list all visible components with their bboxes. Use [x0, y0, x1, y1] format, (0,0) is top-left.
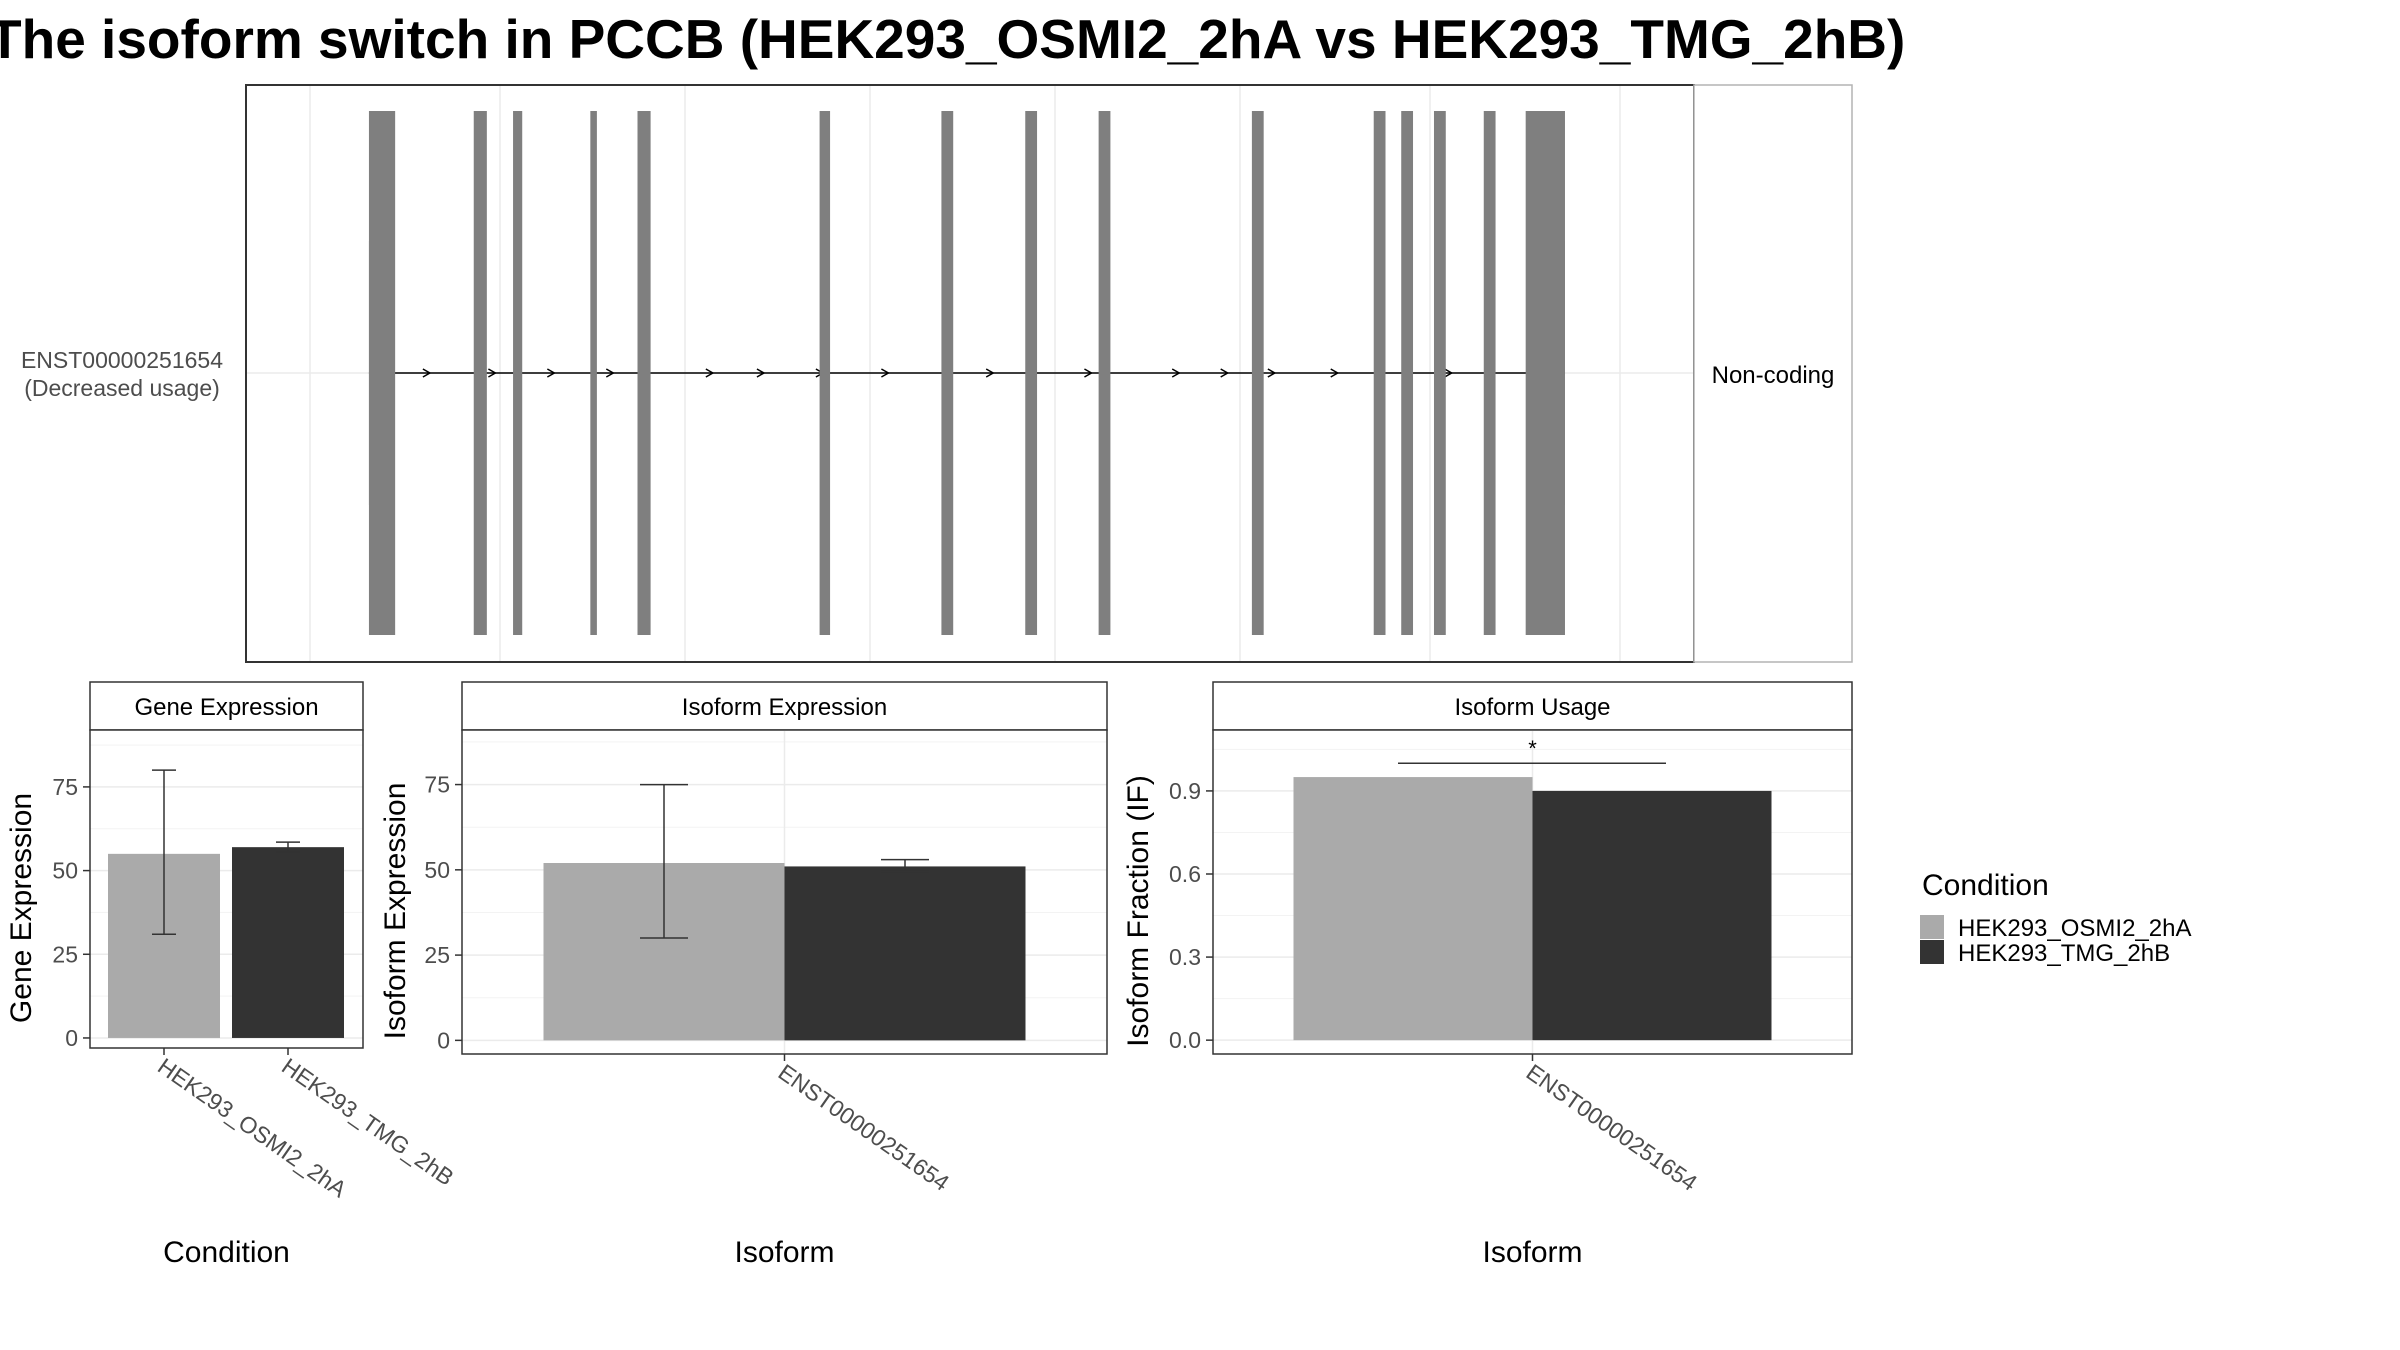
bar: [232, 847, 344, 1038]
exon-block: [513, 111, 523, 635]
exon-block: [819, 111, 831, 635]
exon-block: [1401, 111, 1414, 635]
isoform-usage-ylabel: Isoform Fraction (IF): [1122, 775, 1155, 1047]
y-tick-label: 50: [52, 858, 78, 884]
legend-key-cond2: [1920, 940, 1944, 964]
isoform-usage-xlabel: Isoform: [1482, 1236, 1582, 1269]
intron-arrow: [1330, 368, 1340, 378]
exon-block: [473, 111, 487, 635]
gene-expression-ylabel: Gene Expression: [5, 793, 38, 1023]
transcript-label: ENST00000251654: [21, 347, 223, 373]
significance-marker: *: [1528, 736, 1537, 761]
intron-arrow: [1084, 368, 1093, 378]
gene-expression-xlabel: Condition: [163, 1236, 290, 1269]
isoform-expression-panel: Isoform Expression 0 25 50 75 ENST0000025165…: [379, 681, 1108, 1269]
exon-block: [1098, 111, 1111, 635]
y-tick-label: 50: [424, 857, 450, 883]
y-tick-label: 75: [424, 772, 450, 798]
intron-arrow: [881, 368, 890, 378]
gene-expression-strip: [89, 681, 364, 731]
bar: [1293, 777, 1533, 1041]
isoform-expression-xlabel: Isoform: [734, 1236, 834, 1269]
intron-arrow: [1444, 368, 1454, 378]
legend-label-cond1: HEK293_OSMI2_2hA: [1958, 915, 2191, 942]
y-tick-label: 0: [437, 1027, 450, 1053]
legend-title: Condition: [1922, 869, 2049, 902]
exon-block: [368, 111, 396, 635]
structure-strip: [1693, 84, 1853, 663]
exon-block: [1251, 111, 1264, 635]
isoform-usage-strip-label: Isoform Usage: [1454, 694, 1610, 721]
legend: Condition HEK293_OSMI2_2hA HEK293_TMG_2h…: [1920, 869, 2191, 967]
intron-arrow: [705, 368, 715, 378]
exon-block: [1433, 111, 1446, 635]
transcript-note: (Decreased usage): [24, 375, 220, 401]
exon-block: [1373, 111, 1386, 635]
gene-expression-strip-label: Gene Expression: [134, 694, 318, 721]
y-tick-label: 25: [52, 941, 78, 967]
legend-label-cond2: HEK293_TMG_2hB: [1958, 940, 2170, 967]
y-tick-label: 0.0: [1169, 1027, 1201, 1053]
intron-arrow: [546, 368, 556, 378]
bar: [784, 866, 1026, 1041]
y-tick-label: 75: [52, 774, 78, 800]
intron-arrow: [1267, 368, 1277, 378]
figure-title: The isoform switch in PCCB (HEK293_OSMI2…: [0, 8, 1905, 70]
plot-border: [461, 729, 1108, 1055]
isoform-expression-strip-label: Isoform Expression: [682, 694, 887, 721]
plot-border: [1212, 729, 1853, 1055]
exon-block: [1025, 111, 1038, 635]
x-tick-label: ENST00000251654: [774, 1059, 955, 1196]
exon-block: [1483, 111, 1496, 635]
legend-key-cond1: [1920, 915, 1944, 939]
y-tick-label: 25: [424, 942, 450, 968]
exon-block: [637, 111, 651, 635]
intron-arrow: [756, 368, 766, 378]
y-tick-label: 0: [65, 1025, 78, 1051]
intron-arrow: [1220, 368, 1230, 378]
bar: [1532, 790, 1772, 1041]
exon-block: [941, 111, 954, 635]
exon-block: [590, 111, 597, 635]
intron-arrow: [488, 368, 497, 378]
y-tick-label: 0.9: [1169, 778, 1201, 804]
intron-arrow: [605, 368, 615, 378]
plot-border: [89, 729, 364, 1049]
isoform-expression-strip: [461, 681, 1108, 731]
intron-arrow: [1171, 368, 1181, 378]
isoform-usage-strip: [1212, 681, 1853, 731]
intron-arrow: [422, 368, 432, 378]
gene-structure-panel: ENST00000251654 (Decreased usage) Non-co…: [21, 84, 1853, 663]
x-tick-label: ENST00000251654: [1522, 1059, 1703, 1196]
isoform-expression-ylabel: Isoform Expression: [379, 783, 412, 1040]
isoform-usage-panel: Isoform Usage 0.0 0.3 0.6 0.9 * ENST000002516…: [1122, 681, 1853, 1269]
y-tick-label: 0.6: [1169, 861, 1201, 887]
y-tick-label: 0.3: [1169, 944, 1201, 970]
coding-status-label: Non-coding: [1712, 362, 1835, 389]
exon-block: [1525, 111, 1565, 635]
intron-arrow: [985, 368, 995, 378]
